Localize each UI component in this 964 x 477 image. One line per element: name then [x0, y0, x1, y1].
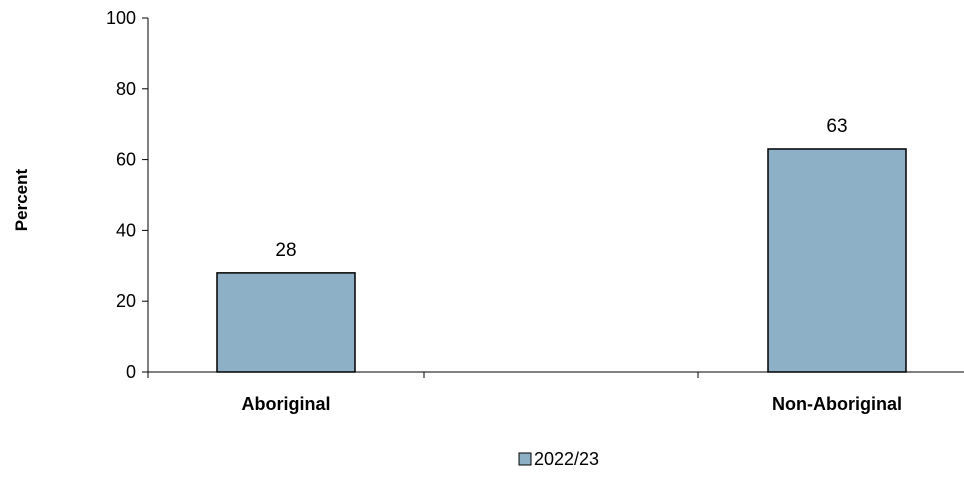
x-tick-label-aboriginal: Aboriginal — [242, 394, 331, 414]
legend-label-2022-23: 2022/23 — [534, 449, 599, 469]
y-tick-label-40: 40 — [116, 220, 136, 240]
legend-swatch-2022-23 — [518, 452, 532, 466]
y-tick-label-20: 20 — [116, 291, 136, 311]
bars — [216, 148, 907, 373]
y-tick-label-0: 0 — [126, 362, 136, 382]
data-label-non-aboriginal: 63 — [826, 116, 847, 137]
y-axis: 0 20 40 60 80 100 — [106, 8, 149, 382]
x-tick-label-non-aboriginal: Non-Aboriginal — [772, 394, 902, 414]
data-label-aboriginal: 28 — [275, 240, 296, 261]
y-tick-label-100: 100 — [106, 8, 136, 28]
legend: 2022/23 — [518, 449, 599, 469]
data-labels: 28 63 — [275, 116, 847, 261]
y-tick-label-80: 80 — [116, 79, 136, 99]
bar-aboriginal — [216, 272, 356, 373]
x-axis: Aboriginal Non-Aboriginal — [147, 371, 964, 414]
bar-non-aboriginal — [767, 148, 907, 373]
y-tick-label-60: 60 — [116, 150, 136, 170]
y-axis-label: Percent — [12, 168, 31, 231]
